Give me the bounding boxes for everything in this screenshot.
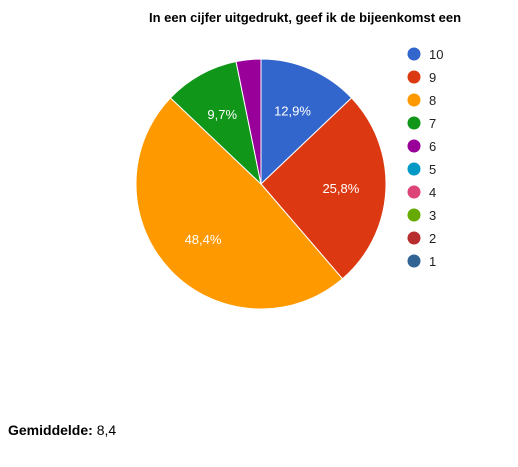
pie-slice-6 <box>235 58 262 185</box>
legend-label-2: 2 <box>429 231 436 246</box>
legend-label-8: 8 <box>429 93 436 108</box>
average-value: 8,4 <box>96 422 117 438</box>
legend-marker-7 <box>407 116 421 130</box>
average-footer: Gemiddelde: 8,4 <box>8 422 116 438</box>
pie-slice-7 <box>169 60 262 186</box>
legend-marker-1 <box>407 254 421 268</box>
slice-label-9: 25,8% <box>322 181 359 196</box>
pie-slices <box>135 58 387 310</box>
chart-title: In een cijfer uitgedrukt, geef ik de bij… <box>149 10 461 25</box>
pie-chart: In een cijfer uitgedrukt, geef ik de bij… <box>135 10 461 310</box>
legend-label-1: 1 <box>429 254 436 269</box>
pie-slice-9 <box>260 97 387 280</box>
legend-marker-4 <box>407 185 421 199</box>
legend-marker-6 <box>407 139 421 153</box>
slice-label-7: 9,7% <box>207 107 237 122</box>
legend-label-4: 4 <box>429 185 436 200</box>
slice-label-8: 48,4% <box>185 232 222 247</box>
legend-label-7: 7 <box>429 116 436 131</box>
legend-marker-3 <box>407 208 421 222</box>
legend-label-5: 5 <box>429 162 436 177</box>
legend-label-9: 9 <box>429 70 436 85</box>
legend-marker-8 <box>407 93 421 107</box>
legend-label-10: 10 <box>429 47 443 62</box>
legend: 10 9 8 7 6 5 4 3 2 1 <box>407 47 443 269</box>
pie-slice-10 <box>260 58 353 186</box>
pie-slice-8 <box>135 97 344 310</box>
legend-label-3: 3 <box>429 208 436 223</box>
average-label: Gemiddelde: <box>8 422 93 438</box>
legend-marker-2 <box>407 231 421 245</box>
legend-label-6: 6 <box>429 139 436 154</box>
legend-marker-9 <box>407 70 421 84</box>
legend-marker-5 <box>407 162 421 176</box>
pie-slice-labels: 12,9% 25,8% 48,4% 9,7% <box>185 104 360 248</box>
legend-marker-10 <box>407 47 421 61</box>
slice-label-10: 12,9% <box>274 104 311 119</box>
